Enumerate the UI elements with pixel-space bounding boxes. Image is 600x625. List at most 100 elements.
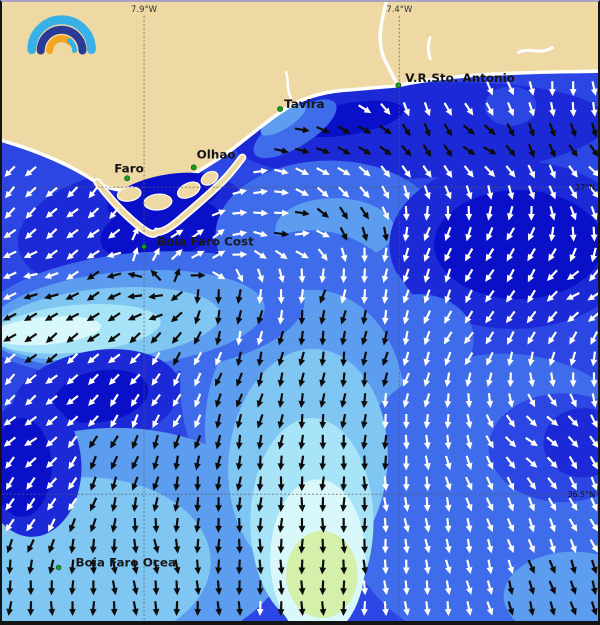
flow-arrow [444, 517, 452, 533]
flow-arrow [69, 601, 76, 617]
label-tavira: Tavira [284, 97, 324, 111]
flow-arrow [319, 476, 327, 492]
flow-arrow [2, 292, 17, 300]
flow-arrow [129, 373, 141, 386]
flow-arrow [546, 269, 558, 282]
flow-arrow [590, 351, 598, 367]
flow-arrow [548, 164, 556, 179]
flow-arrow [506, 102, 515, 117]
flow-arrow [194, 372, 202, 387]
flow-arrow [151, 393, 161, 407]
flow-arrow [277, 517, 285, 533]
flow-arrow [465, 476, 473, 491]
flow-arrow [527, 227, 536, 241]
flow-arrow [45, 207, 58, 219]
flow-arrow [465, 601, 473, 616]
flow-arrow [107, 332, 121, 343]
flow-arrow [527, 268, 536, 283]
flow-arrow [465, 455, 473, 471]
flow-arrow [485, 497, 494, 512]
flow-arrow [6, 538, 14, 554]
flow-arrow [127, 292, 143, 300]
flow-arrow [319, 455, 327, 471]
flow-arrow [361, 372, 368, 388]
flow-arrow [171, 249, 183, 261]
flow-arrow [65, 292, 80, 300]
flow-arrow [381, 351, 389, 367]
flow-arrow [127, 313, 142, 321]
flow-arrow [444, 185, 452, 200]
flow-arrow [527, 164, 535, 179]
flow-arrow [361, 559, 369, 575]
flow-arrow [45, 186, 58, 198]
flow-arrow [256, 289, 264, 305]
flow-arrow [486, 81, 494, 96]
flow-arrow [340, 497, 347, 513]
flow-arrow [6, 580, 14, 596]
parallel-label-37n: 37°N [575, 183, 595, 192]
flow-arrow [381, 185, 390, 200]
flow-arrow [568, 518, 578, 532]
flow-arrow [444, 372, 452, 388]
flow-arrow [527, 559, 535, 574]
flow-arrow [381, 247, 389, 263]
flow-arrow [340, 559, 348, 575]
flow-arrow [340, 247, 348, 263]
flow-arrow [295, 188, 310, 196]
flow-arrow [569, 122, 577, 138]
flow-arrow [319, 289, 327, 304]
flow-arrow [568, 165, 578, 178]
flow-arrow [170, 229, 184, 239]
flow-arrow [319, 559, 327, 575]
flow-arrow [274, 209, 290, 217]
flow-arrow [256, 330, 264, 346]
flow-arrow [65, 312, 80, 321]
flow-arrow [465, 185, 473, 200]
flow-arrow [148, 292, 164, 300]
flow-arrow [256, 517, 264, 533]
flow-arrow [590, 497, 598, 512]
flow-arrow [194, 538, 201, 554]
flow-arrow [486, 393, 494, 409]
flow-arrow [86, 270, 100, 280]
flow-arrow [256, 455, 264, 471]
flow-arrow [298, 497, 306, 513]
flow-arrow [379, 145, 392, 156]
flow-arrow [465, 413, 473, 429]
flow-arrow [66, 395, 79, 405]
flow-arrow [48, 580, 56, 596]
flow-arrow [402, 393, 410, 408]
flow-arrow [256, 538, 264, 554]
flow-arrow [423, 247, 431, 262]
flow-arrow [443, 164, 453, 179]
flow-arrow [381, 268, 389, 284]
logo-outer-arc [27, 15, 96, 54]
flow-arrow [567, 311, 580, 323]
flow-arrow [108, 228, 121, 239]
flow-arrow [423, 289, 431, 304]
flow-arrow [27, 559, 34, 575]
flow-arrow [359, 206, 369, 220]
flow-arrow [86, 228, 100, 239]
flow-arrow [319, 517, 327, 533]
flow-arrow [4, 186, 16, 199]
flow-arrow [589, 518, 598, 532]
flow-arrow [486, 538, 494, 554]
flow-arrow [340, 538, 348, 554]
flow-arrow [46, 477, 58, 490]
flow-arrow [194, 434, 202, 450]
flow-arrow [548, 226, 556, 242]
flow-arrow [170, 290, 183, 302]
flow-arrow [402, 372, 410, 387]
flow-arrow [172, 414, 182, 428]
flow-arrow [507, 205, 514, 221]
flow-arrow [337, 125, 351, 134]
flow-arrow [506, 123, 515, 137]
flow-arrow [465, 205, 473, 221]
flow-arrow [423, 434, 431, 450]
flow-arrow [87, 373, 99, 386]
flow-arrow [173, 267, 181, 283]
flow-arrow [402, 205, 410, 221]
flow-arrow [381, 309, 389, 325]
flow-arrow [548, 122, 556, 138]
